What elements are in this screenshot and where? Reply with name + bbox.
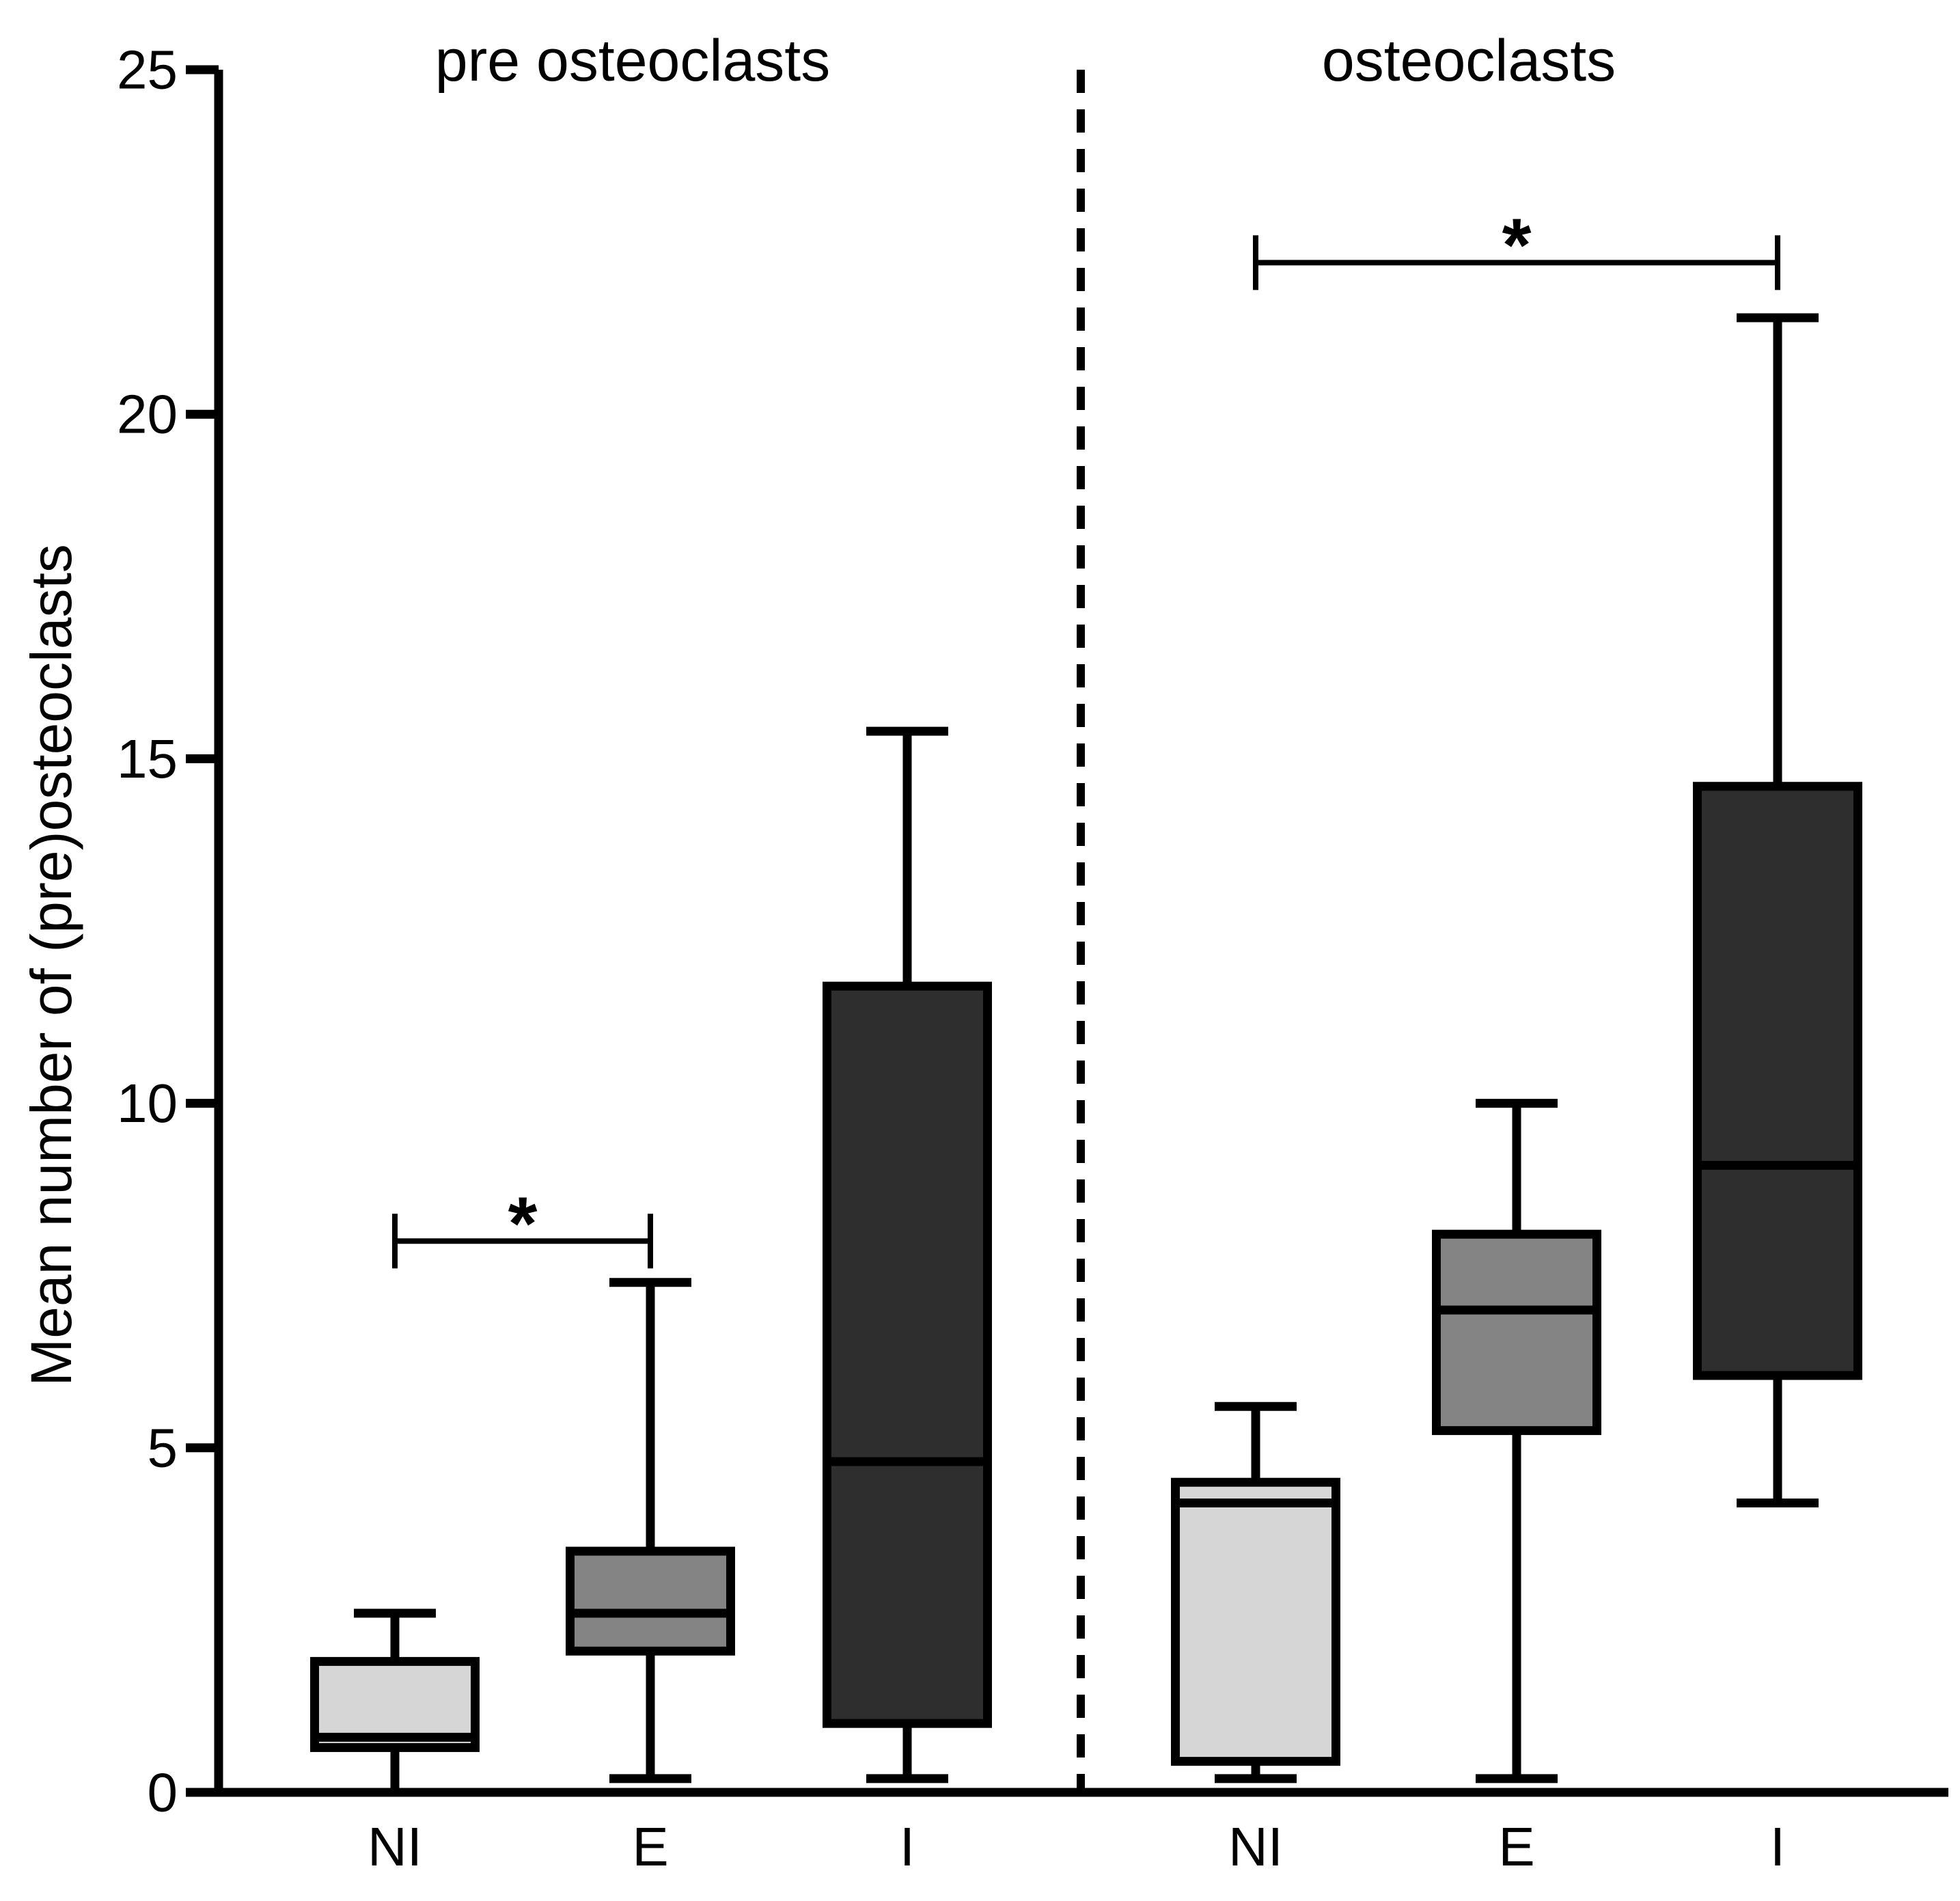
- panel-label-pre-osteoclasts: pre osteoclasts: [435, 28, 830, 94]
- x-category-label-pre-osteoclasts-E: E: [632, 1816, 668, 1877]
- boxes-layer: [310, 313, 1862, 1797]
- sig-star-osteoclasts-NI-I: *: [1502, 203, 1532, 287]
- sig-star-pre-osteoclasts-NI-E: *: [508, 1181, 538, 1266]
- box-pre-osteoclasts-I: [823, 981, 992, 1728]
- y-tick-label-20: 20: [117, 384, 178, 445]
- axes-layer: [186, 65, 1948, 1797]
- y-axis-label: Mean number of (pre)osteoclasts: [19, 544, 83, 1386]
- box-osteoclasts-I: [1693, 782, 1862, 1380]
- y-tick-label-5: 5: [148, 1417, 178, 1478]
- box-osteoclasts-NI: [1171, 1477, 1340, 1766]
- x-category-label-pre-osteoclasts-I: I: [900, 1816, 915, 1877]
- panel-label-osteoclasts: osteoclasts: [1322, 28, 1616, 94]
- y-tick-label-25: 25: [117, 40, 178, 100]
- labels-layer: 0 5 10 15 20 25 Mean number of (pre)osteoclast…: [19, 28, 1785, 1877]
- y-tick-label-10: 10: [117, 1073, 178, 1134]
- x-category-label-osteoclasts-NI: NI: [1228, 1816, 1283, 1877]
- box-osteoclasts-E: [1432, 1229, 1601, 1436]
- box-pre-osteoclasts-E: [566, 1546, 735, 1656]
- x-category-label-pre-osteoclasts-NI: NI: [368, 1816, 422, 1877]
- x-category-label-osteoclasts-E: E: [1498, 1816, 1534, 1877]
- x-category-label-osteoclasts-I: I: [1770, 1816, 1785, 1877]
- y-tick-label-0: 0: [148, 1762, 178, 1823]
- y-tick-label-15: 15: [117, 728, 178, 789]
